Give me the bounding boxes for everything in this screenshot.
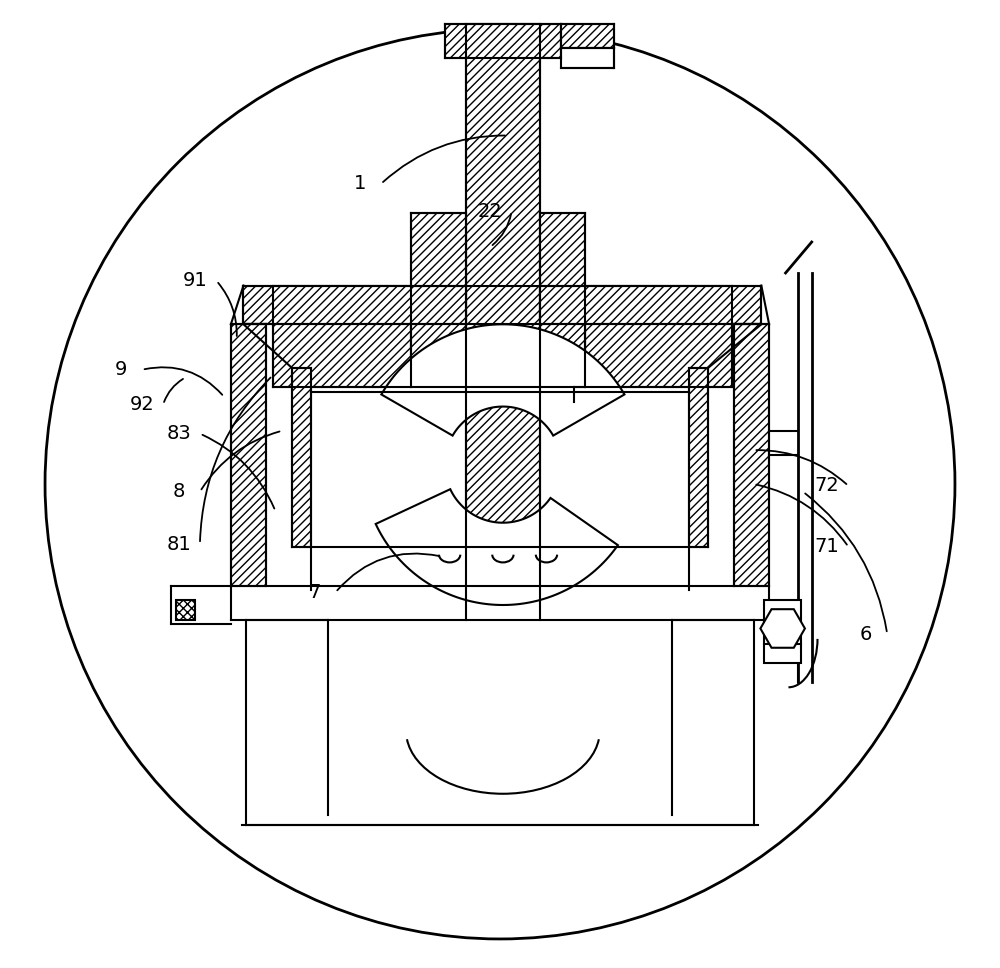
Polygon shape (381, 324, 624, 436)
Polygon shape (376, 489, 618, 605)
Text: 6: 6 (860, 624, 872, 644)
Text: 71: 71 (815, 537, 840, 557)
Circle shape (45, 29, 955, 939)
Text: 22: 22 (478, 201, 503, 221)
Bar (466, 24, 540, 547)
Text: 9: 9 (114, 360, 127, 379)
Bar (689, 368, 708, 547)
Bar (540, 213, 585, 387)
Text: 81: 81 (166, 534, 191, 554)
Bar (561, 24, 614, 48)
Bar (764, 600, 801, 663)
Bar (243, 286, 466, 324)
Text: 1: 1 (353, 174, 366, 194)
Bar (292, 368, 311, 547)
Text: 72: 72 (815, 476, 840, 496)
Text: 83: 83 (166, 424, 191, 443)
Bar (540, 286, 761, 324)
Text: 8: 8 (172, 482, 185, 501)
Bar (585, 286, 732, 387)
Bar (734, 324, 769, 586)
Bar (273, 286, 411, 387)
Bar (411, 213, 466, 387)
Bar (561, 48, 614, 68)
Bar (445, 24, 561, 58)
Text: 92: 92 (129, 395, 154, 414)
Bar (176, 600, 195, 620)
Bar (231, 324, 266, 586)
Text: 7: 7 (308, 583, 320, 602)
Text: 91: 91 (183, 271, 207, 290)
